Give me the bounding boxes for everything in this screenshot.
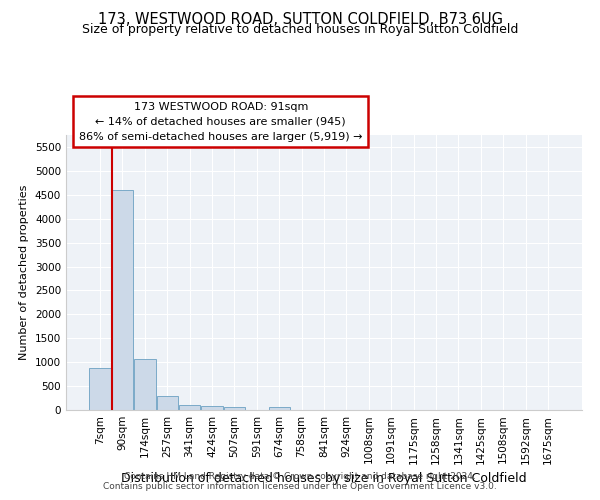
Text: Contains public sector information licensed under the Open Government Licence v3: Contains public sector information licen… [103, 482, 497, 491]
Bar [112, 190, 133, 410]
Bar [269, 408, 290, 410]
Text: Contains HM Land Registry data © Crown copyright and database right 2024.: Contains HM Land Registry data © Crown c… [124, 472, 476, 481]
Bar [224, 406, 245, 410]
X-axis label: Distribution of detached houses by size in Royal Sutton Coldfield: Distribution of detached houses by size … [121, 472, 527, 485]
Bar [179, 406, 200, 410]
Text: 173, WESTWOOD ROAD, SUTTON COLDFIELD, B73 6UG: 173, WESTWOOD ROAD, SUTTON COLDFIELD, B7… [97, 12, 503, 28]
Bar [89, 368, 111, 410]
Y-axis label: Number of detached properties: Number of detached properties [19, 185, 29, 360]
Bar [202, 406, 223, 410]
Text: Size of property relative to detached houses in Royal Sutton Coldfield: Size of property relative to detached ho… [82, 22, 518, 36]
Text: 173 WESTWOOD ROAD: 91sqm
← 14% of detached houses are smaller (945)
86% of semi-: 173 WESTWOOD ROAD: 91sqm ← 14% of detach… [79, 102, 362, 142]
Bar [157, 396, 178, 410]
Bar [134, 360, 155, 410]
